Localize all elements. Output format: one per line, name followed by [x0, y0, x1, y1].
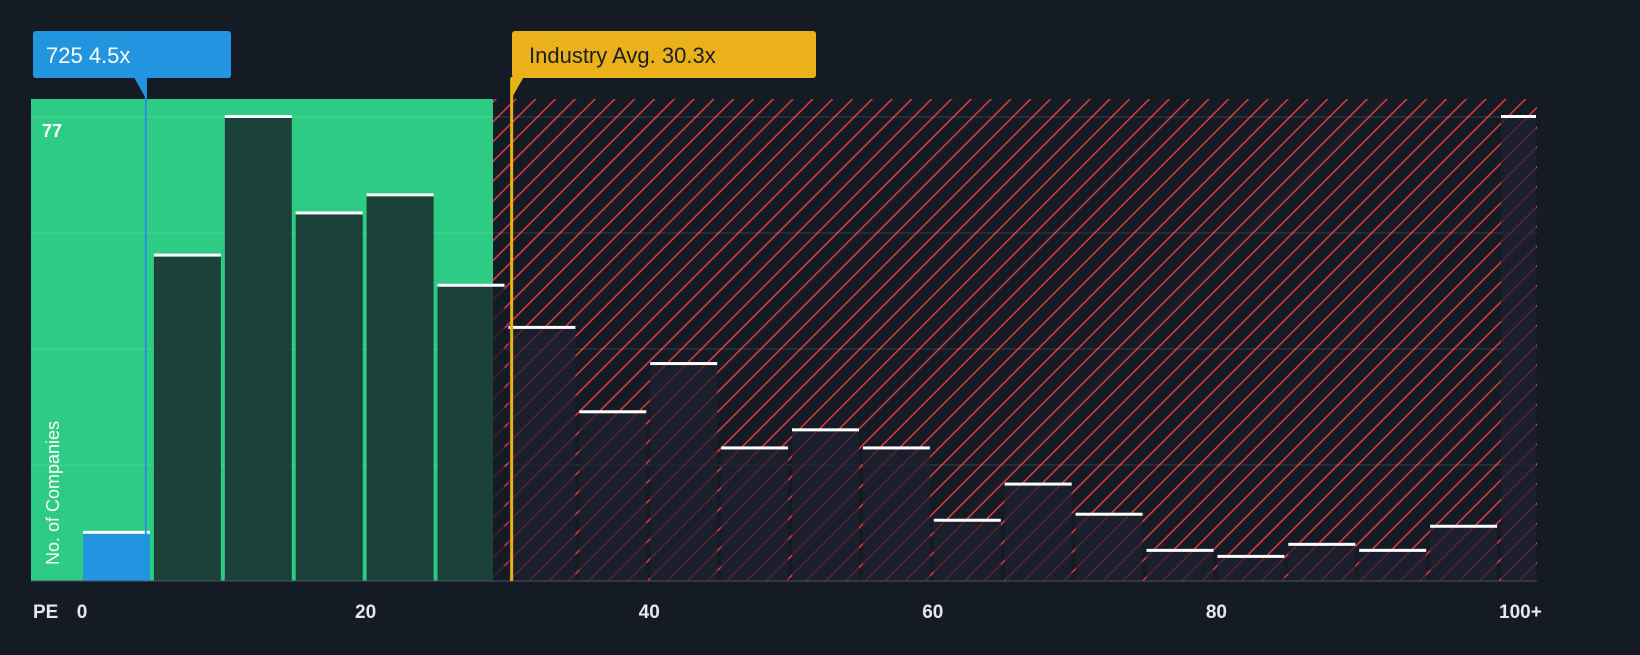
bar-35-40: [579, 412, 647, 581]
bar-top-20-25: [366, 193, 434, 197]
bar-10-15: [224, 117, 292, 581]
bar-5-10: [153, 255, 221, 581]
bar-70-75: [1075, 514, 1143, 581]
bar-top-50-55: [792, 428, 859, 432]
bar-25-30: [437, 285, 505, 581]
bar-top-65-70: [1004, 482, 1072, 486]
bar-60-65: [933, 520, 1001, 581]
bar-top-35-40: [579, 410, 647, 414]
x-tick-label: 80: [1206, 602, 1227, 623]
bar-65-70: [1004, 484, 1072, 581]
bar-top-90-95: [1359, 548, 1427, 552]
bar-top-15-20: [295, 211, 363, 215]
bar-top-0-5: [83, 530, 150, 534]
bar-top-25-30: [437, 283, 505, 287]
bar-55-60: [862, 448, 930, 581]
company-callout: [33, 31, 231, 78]
y-max-label: 77: [42, 121, 62, 141]
bar-top-30-35: [508, 325, 576, 329]
bar-95-100: [1430, 526, 1498, 581]
y-axis-label: No. of Companies: [43, 421, 63, 565]
x-tick-label: 20: [355, 602, 376, 623]
bar-top-75-80: [1146, 548, 1214, 552]
bar-top-45-50: [721, 446, 789, 450]
bar-30-35: [508, 327, 576, 581]
bar-top-95-100: [1430, 524, 1498, 528]
company-callout-label: 725 4.5x: [46, 43, 130, 68]
bar-top-40-45: [650, 362, 718, 366]
x-tick-label: 0: [77, 602, 88, 623]
bar-20-25: [366, 195, 434, 582]
bar-50-55: [792, 430, 859, 581]
bar-top-70-75: [1075, 512, 1143, 516]
bar-15-20: [295, 213, 363, 581]
x-tick-label: 60: [922, 602, 943, 623]
bar-90-95: [1359, 550, 1427, 581]
industry-callout-pointer: [510, 77, 524, 100]
x-axis-label: PE: [33, 602, 58, 623]
industry-callout-label: Industry Avg. 30.3x: [529, 43, 716, 68]
bar-top-100+: [1501, 115, 1536, 118]
bar-top-80-85: [1217, 554, 1285, 558]
company-callout-pointer: [133, 77, 147, 100]
bar-40-45: [650, 364, 718, 581]
bar-80-85: [1217, 556, 1285, 581]
x-tick-label: 100+: [1499, 602, 1542, 623]
bar-0-5: [83, 532, 150, 581]
bar-100+: [1501, 117, 1536, 581]
bar-top-5-10: [153, 253, 221, 257]
bar-75-80: [1146, 550, 1214, 581]
bar-top-55-60: [862, 446, 930, 450]
bar-45-50: [721, 448, 789, 581]
bar-top-10-15: [224, 115, 292, 118]
x-tick-label: 40: [639, 602, 660, 623]
bar-85-90: [1288, 544, 1356, 581]
bar-top-60-65: [933, 518, 1001, 522]
industry-callout: [512, 31, 816, 78]
bar-top-85-90: [1288, 542, 1356, 546]
